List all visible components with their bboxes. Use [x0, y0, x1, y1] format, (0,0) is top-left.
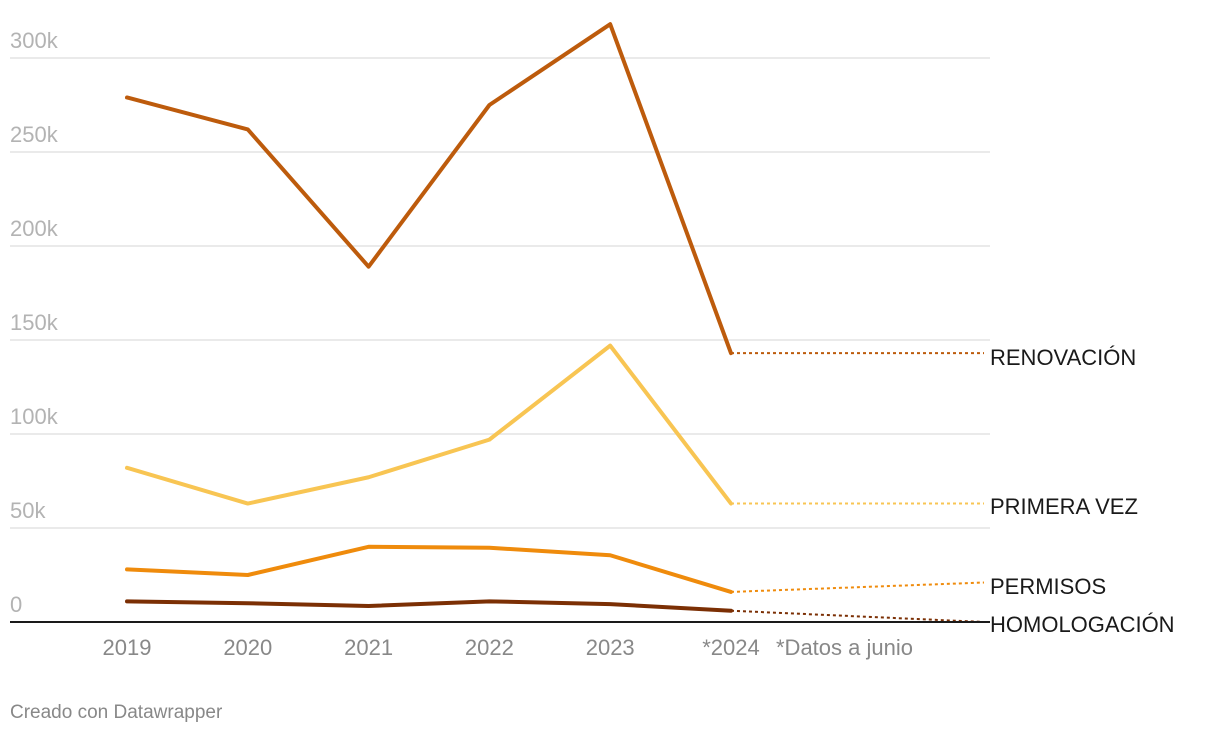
y-tick-label: 150k [10, 310, 59, 335]
x-tick-label: 2022 [465, 635, 514, 660]
x-tick-label: 2023 [586, 635, 635, 660]
series-lines [125, 22, 733, 613]
y-tick-label: 200k [10, 216, 59, 241]
x-tick-label: 2019 [103, 635, 152, 660]
y-axis-ticks: 0 50k 100k 150k 200k 250k 300k [10, 28, 59, 617]
series-line [125, 599, 733, 613]
x-tick-label: 2020 [223, 635, 272, 660]
series-line [125, 343, 733, 506]
grid-lines [10, 57, 990, 529]
series-leader-lines [730, 352, 985, 623]
series-label: PERMISOS [990, 574, 1106, 599]
series-label: HOMOLOGACIÓN [990, 612, 1175, 637]
datawrapper-credit: Creado con Datawrapper [10, 702, 223, 723]
series-line [125, 544, 733, 594]
x-axis-ticks: 2019 2020 2021 2022 2023 *2024 [103, 635, 760, 660]
series-label: PRIMERA VEZ [990, 494, 1138, 519]
series-leader-line [730, 609, 985, 623]
y-tick-label: 300k [10, 28, 59, 53]
series-label: RENOVACIÓN [990, 345, 1136, 370]
series-labels: RENOVACIÓN PRIMERA VEZ PERMISOS HOMOLOGACIÓ… [990, 345, 1175, 637]
y-tick-label: 0 [10, 592, 22, 617]
series-line [125, 22, 733, 356]
x-tick-label: *2024 [702, 635, 760, 660]
y-tick-label: 50k [10, 498, 46, 523]
y-tick-label: 250k [10, 122, 59, 147]
x-tick-label: 2021 [344, 635, 393, 660]
series-leader-line [730, 581, 985, 593]
y-tick-label: 100k [10, 404, 59, 429]
data-note: *Datos a junio [776, 635, 913, 660]
line-chart: 0 50k 100k 150k 200k 250k 300k 2019 2020 2021 202… [10, 22, 1175, 660]
